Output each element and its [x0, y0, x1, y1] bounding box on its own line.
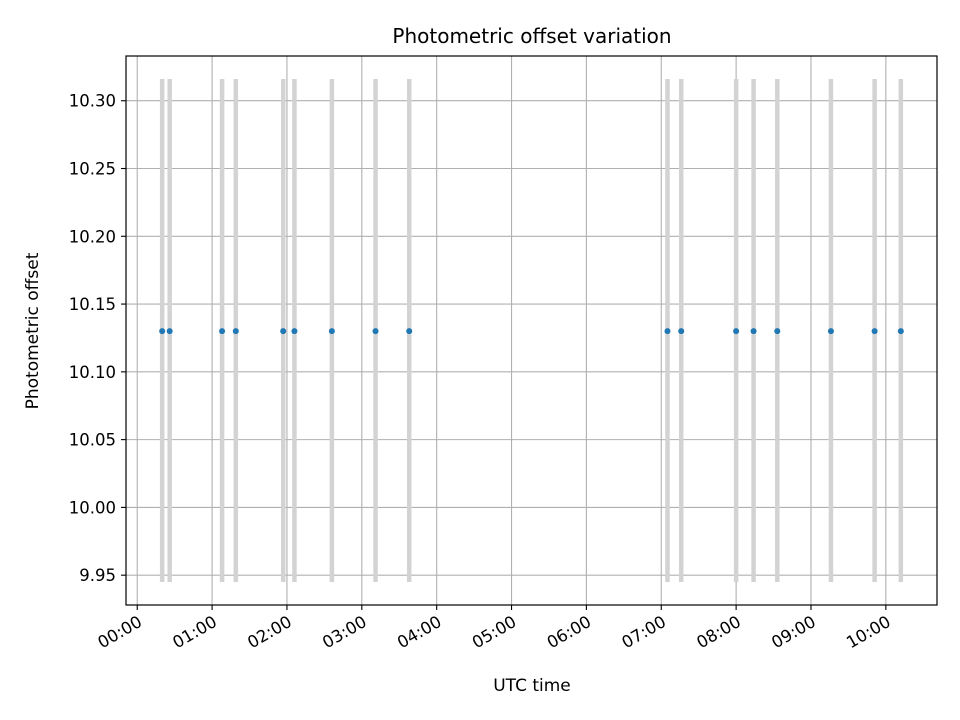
data-point — [664, 328, 671, 335]
y-tick-label: 10.00 — [69, 498, 116, 517]
y-tick-label: 9.95 — [79, 566, 116, 585]
data-point — [291, 328, 298, 335]
chart-title: Photometric offset variation — [392, 24, 671, 48]
y-tick-label: 10.05 — [69, 431, 116, 450]
data-point — [406, 328, 413, 335]
data-points — [159, 328, 904, 335]
data-point — [372, 328, 379, 335]
data-point — [897, 328, 904, 335]
y-tick-label: 10.20 — [69, 227, 116, 246]
data-point — [750, 328, 757, 335]
data-point — [232, 328, 239, 335]
data-point — [166, 328, 173, 335]
y-axis-ticks: 9.95 10.00 10.05 10.10 10.15 10.20 10.25 10.30 — [69, 92, 126, 585]
y-tick-label: 10.15 — [69, 295, 116, 314]
axes-frame — [125, 55, 938, 606]
y-tick-label: 10.10 — [69, 363, 116, 382]
x-axis-label: UTC time — [493, 676, 571, 696]
data-point — [871, 328, 878, 335]
data-point — [827, 328, 834, 335]
y-tick-label: 10.30 — [69, 92, 116, 111]
y-axis-label: Photometric offset — [23, 252, 43, 409]
data-point — [328, 328, 335, 335]
data-point — [678, 328, 685, 335]
data-point — [280, 328, 287, 335]
data-point — [219, 328, 226, 335]
data-point — [733, 328, 740, 335]
data-point — [159, 328, 166, 335]
data-point — [774, 328, 781, 335]
y-tick-label: 10.25 — [69, 160, 116, 179]
gridlines — [126, 56, 937, 605]
plot-area — [125, 55, 938, 606]
